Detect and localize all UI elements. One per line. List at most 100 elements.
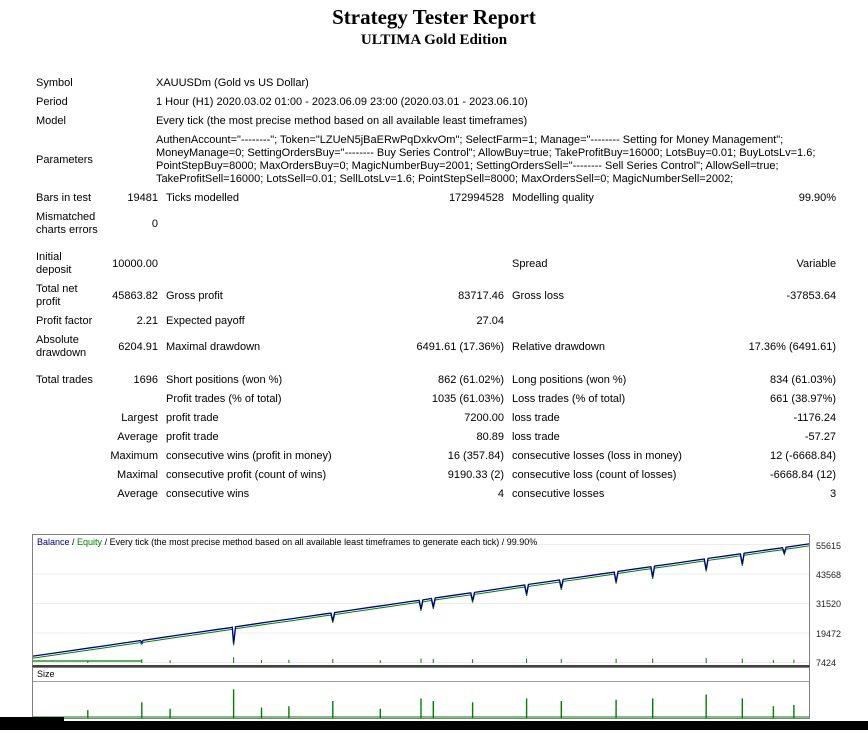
table-row: Profit trades (% of total) 1035 (61.03%) L…	[32, 390, 840, 409]
info-label: Model	[36, 115, 66, 127]
table-row: Profit factor 2.21 Expected payoff 27.04	[32, 312, 840, 331]
table-row: Maximal consecutive profit (count of wins…	[32, 466, 840, 485]
stat-value: Variable	[796, 257, 837, 270]
stat-value: 16 (357.84)	[447, 450, 504, 462]
legend-balance: Balance	[37, 537, 70, 547]
stat-value: 2.21	[136, 315, 158, 327]
stat-label: Total net profit	[36, 283, 78, 308]
table-row: Total trades 1696 Short positions (won %) 8…	[32, 371, 840, 390]
stat-value: -6668.84 (12)	[770, 469, 837, 481]
stat-value: -57.27	[804, 431, 837, 443]
stat-value: -37853.64	[786, 289, 837, 302]
stat-label: consecutive losses	[512, 488, 605, 500]
stat-label: Bars in test	[36, 192, 92, 204]
stat-label: Gross profit	[166, 289, 223, 302]
stat-label: Expected payoff	[166, 315, 245, 327]
stat-value: Average	[117, 431, 158, 443]
y-axis-label: 43568	[816, 570, 842, 580]
size-pane-title: Size	[33, 668, 809, 682]
table-row: Average profit trade 80.89 loss trade -57.27	[32, 428, 840, 447]
stat-label: loss trade	[512, 412, 560, 424]
stat-value: Average	[117, 488, 158, 500]
stat-label: Initial deposit	[36, 251, 72, 276]
stat-label: Total trades	[36, 374, 93, 386]
stat-label: Spread	[512, 257, 548, 270]
info-value: 1 Hour (H1) 2020.03.02 01:00 - 2023.06.0…	[156, 96, 528, 108]
stat-label: Modelling quality	[512, 192, 594, 204]
stat-value	[380, 208, 508, 240]
y-axis-labels: 55615 43568 31520 19472 7424	[814, 534, 868, 668]
stat-value: 99.90%	[798, 192, 837, 204]
info-label: Period	[36, 96, 68, 108]
stat-value: 4	[497, 488, 504, 500]
stat-value	[104, 390, 162, 409]
info-value: AuthenAccount="--------"; Token="LZUeN5j…	[156, 134, 816, 185]
stat-label: Relative drawdown	[512, 340, 605, 353]
stat-label: Mismatched charts errors	[36, 211, 98, 236]
table-spacer	[32, 240, 840, 248]
stat-label: profit trade	[166, 412, 219, 424]
report-title: Strategy Tester Report	[332, 5, 536, 29]
stat-value: 172994528	[448, 192, 504, 204]
stat-value: Largest	[121, 412, 158, 424]
stat-label: loss trade	[512, 431, 560, 443]
stat-label	[162, 208, 380, 240]
stat-label	[162, 248, 380, 280]
footer-strip	[0, 717, 868, 730]
legend-equity: Equity	[77, 537, 103, 547]
info-label: Symbol	[36, 77, 73, 89]
stat-value	[716, 312, 840, 331]
table-row: Model Every tick (the most precise method…	[32, 112, 840, 131]
footer-notch	[0, 717, 64, 730]
balance-line	[33, 543, 809, 657]
stat-value: 12 (-6668.84)	[770, 450, 837, 462]
stat-label: consecutive wins	[166, 488, 250, 500]
size-bars	[33, 689, 809, 718]
stat-label	[32, 485, 104, 504]
balance-chart: Balance / Equity / Every tick (the most …	[29, 534, 868, 733]
stat-label	[32, 447, 104, 466]
stat-value: 83717.46	[458, 289, 504, 302]
stat-label: Gross loss	[512, 289, 564, 302]
summary-table: Symbol XAUUSDm (Gold vs US Dollar) Period 1…	[32, 74, 840, 504]
stat-value: 7200.00	[464, 412, 504, 424]
stat-value: 45863.82	[112, 289, 158, 302]
stat-value: 27.04	[476, 315, 504, 327]
stat-label: Absolute drawdown	[36, 334, 87, 359]
stat-value: 1696	[133, 374, 158, 386]
stat-label: Long positions (won %)	[512, 374, 627, 386]
table-row: Largest profit trade 7200.00 loss trade -117…	[32, 409, 840, 428]
legend-description: / Every tick (the most precise method ba…	[102, 537, 538, 547]
stat-value: 0	[151, 217, 158, 230]
balance-equity-lines	[33, 543, 809, 663]
info-label: Parameters	[36, 153, 93, 166]
table-row	[32, 363, 840, 371]
stat-label	[32, 390, 104, 409]
table-row: Mismatched charts errors 0	[32, 208, 840, 240]
size-pane-plot	[33, 682, 809, 718]
stat-value: 19481	[127, 192, 158, 204]
stat-label	[32, 466, 104, 485]
stat-value: 1035 (61.03%)	[431, 393, 504, 405]
stat-label: consecutive profit (count of wins)	[166, 469, 327, 481]
stat-value: 80.89	[476, 431, 504, 443]
stat-value: 661 (38.97%)	[770, 393, 837, 405]
stat-value	[716, 208, 840, 240]
stat-label: consecutive loss (count of losses)	[512, 469, 677, 481]
stat-value: 9190.33 (2)	[447, 469, 504, 481]
stat-value: 834 (61.03%)	[770, 374, 837, 386]
stat-label: Profit trades (% of total)	[166, 393, 282, 405]
table-row: Period 1 Hour (H1) 2020.03.02 01:00 - 202…	[32, 93, 840, 112]
stat-value: 6204.91	[118, 340, 158, 353]
stat-label	[508, 208, 716, 240]
stat-value: 3	[829, 488, 837, 500]
strategy-tester-report: Strategy Tester Report ULTIMA Gold Editi…	[0, 5, 868, 733]
table-row: Parameters AuthenAccount="--------"; Toke…	[32, 131, 840, 189]
table-row	[32, 240, 840, 248]
stat-value: 6491.61 (17.36%)	[416, 340, 504, 353]
stat-value: 17.36% (6491.61)	[748, 340, 837, 353]
size-pane: Size	[32, 667, 810, 719]
table-row: Symbol XAUUSDm (Gold vs US Dollar)	[32, 74, 840, 93]
stat-label: Short positions (won %)	[166, 374, 283, 386]
table-row: Maximum consecutive wins (profit in money…	[32, 447, 840, 466]
